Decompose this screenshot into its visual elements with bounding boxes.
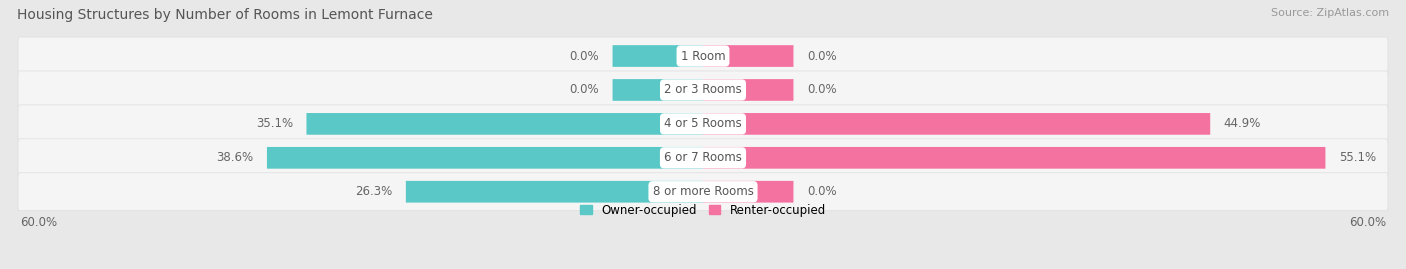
Text: 0.0%: 0.0% [807,49,837,62]
Text: 35.1%: 35.1% [256,117,292,130]
FancyBboxPatch shape [307,113,703,135]
Text: 60.0%: 60.0% [20,216,56,229]
FancyBboxPatch shape [18,37,1388,75]
Text: Housing Structures by Number of Rooms in Lemont Furnace: Housing Structures by Number of Rooms in… [17,8,433,22]
FancyBboxPatch shape [703,147,1326,169]
Text: 2 or 3 Rooms: 2 or 3 Rooms [664,83,742,97]
FancyBboxPatch shape [703,113,1211,135]
Text: 0.0%: 0.0% [569,49,599,62]
Text: 60.0%: 60.0% [1350,216,1386,229]
Text: 1 Room: 1 Room [681,49,725,62]
FancyBboxPatch shape [18,173,1388,211]
FancyBboxPatch shape [703,45,793,67]
Text: 26.3%: 26.3% [356,185,392,198]
Text: 0.0%: 0.0% [569,83,599,97]
FancyBboxPatch shape [703,79,793,101]
Text: 44.9%: 44.9% [1223,117,1261,130]
FancyBboxPatch shape [18,105,1388,143]
Text: 38.6%: 38.6% [217,151,253,164]
Text: 0.0%: 0.0% [807,185,837,198]
Text: 8 or more Rooms: 8 or more Rooms [652,185,754,198]
Text: 0.0%: 0.0% [807,83,837,97]
FancyBboxPatch shape [18,71,1388,109]
FancyBboxPatch shape [18,139,1388,177]
FancyBboxPatch shape [703,181,793,203]
Text: Source: ZipAtlas.com: Source: ZipAtlas.com [1271,8,1389,18]
FancyBboxPatch shape [406,181,703,203]
Text: 55.1%: 55.1% [1339,151,1376,164]
FancyBboxPatch shape [267,147,703,169]
Text: 6 or 7 Rooms: 6 or 7 Rooms [664,151,742,164]
FancyBboxPatch shape [613,45,703,67]
FancyBboxPatch shape [613,79,703,101]
Legend: Owner-occupied, Renter-occupied: Owner-occupied, Renter-occupied [579,204,827,217]
Text: 4 or 5 Rooms: 4 or 5 Rooms [664,117,742,130]
